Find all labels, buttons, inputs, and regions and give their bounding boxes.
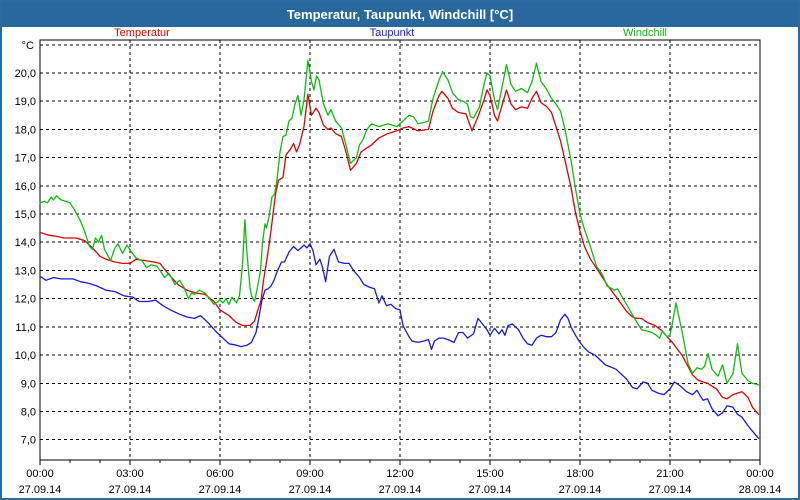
window-title: Temperatur, Taupunkt, Windchill [°C] <box>286 7 514 22</box>
title-bar: Temperatur, Taupunkt, Windchill [°C] <box>2 2 798 27</box>
legend-temperatur: Temperatur <box>114 27 170 39</box>
x-tick-time: 00:00 <box>746 468 774 480</box>
x-tick-time: 09:00 <box>296 468 324 480</box>
x-tick-date: 27.09.14 <box>649 484 692 496</box>
y-tick-label: 19,0 <box>15 96 36 108</box>
x-tick-time: 18:00 <box>566 468 594 480</box>
x-tick-date: 27.09.14 <box>469 484 512 496</box>
x-tick-date: 27.09.14 <box>289 484 332 496</box>
x-tick-time: 12:00 <box>386 468 414 480</box>
y-tick-label: 10,0 <box>15 350 36 362</box>
y-tick-label: 16,0 <box>15 181 36 193</box>
x-tick-date: 27.09.14 <box>19 484 62 496</box>
y-tick-label: 12,0 <box>15 294 36 306</box>
legend-taupunkt: Taupunkt <box>369 27 415 39</box>
x-tick-time: 06:00 <box>206 468 234 480</box>
y-tick-label: 8,0 <box>21 406 36 418</box>
x-tick-time: 15:00 <box>476 468 504 480</box>
x-tick-time: 21:00 <box>656 468 684 480</box>
y-tick-label: 11,0 <box>15 322 36 334</box>
x-tick-date: 27.09.14 <box>559 484 602 496</box>
x-tick-date: 27.09.14 <box>199 484 242 496</box>
chart-legend: Temperatur Taupunkt Windchill <box>2 27 798 41</box>
y-tick-label: 18,0 <box>15 124 36 136</box>
legend-windchill: Windchill <box>622 27 668 39</box>
x-tick-date: 28.09.14 <box>739 484 782 496</box>
x-tick-time: 00:00 <box>26 468 54 480</box>
y-tick-label: 14,0 <box>15 237 36 249</box>
y-tick-label: 20,0 <box>15 68 36 80</box>
y-tick-label: 15,0 <box>15 209 36 221</box>
y-tick-label: 17,0 <box>15 153 36 165</box>
x-tick-time: 03:00 <box>116 468 144 480</box>
y-axis-unit: °C <box>22 40 34 52</box>
x-tick-date: 27.09.14 <box>379 484 422 496</box>
y-tick-label: 7,0 <box>21 435 36 447</box>
x-tick-date: 27.09.14 <box>109 484 152 496</box>
y-tick-label: 13,0 <box>15 265 36 277</box>
y-tick-label: 9,0 <box>21 378 36 390</box>
